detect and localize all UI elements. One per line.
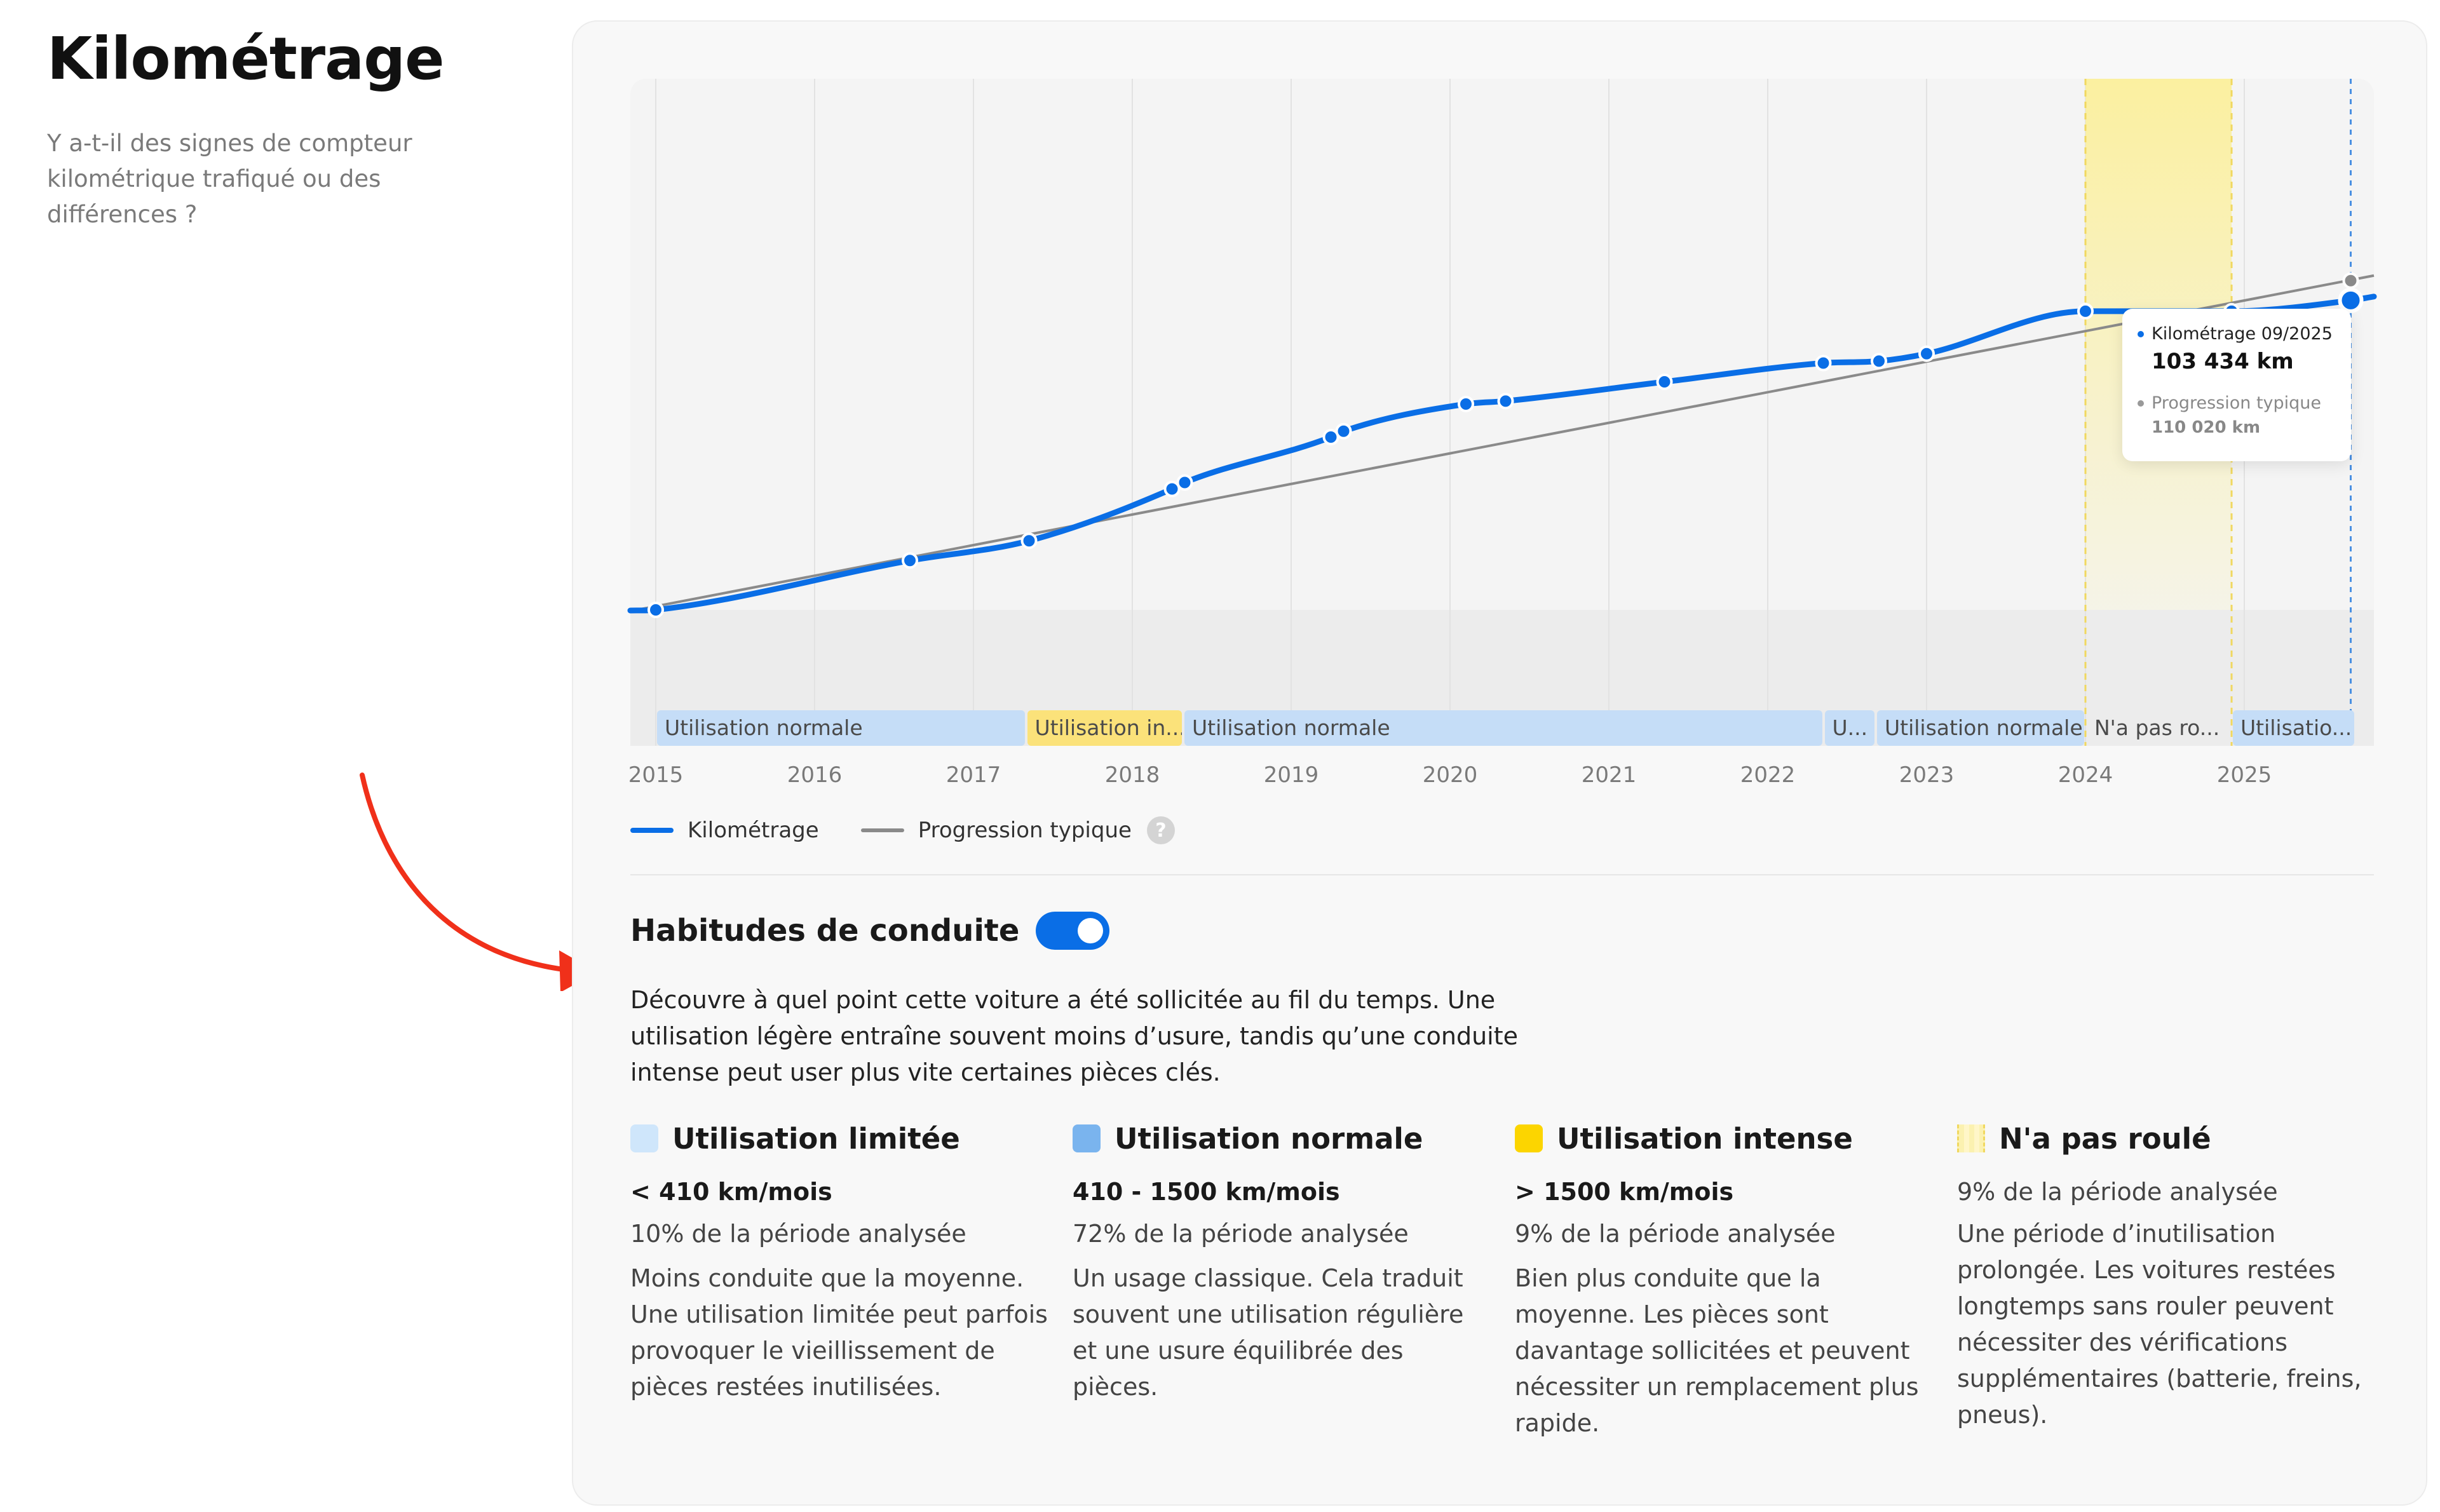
legend-typical-swatch [860, 828, 904, 832]
mileage-point [2077, 302, 2094, 320]
x-axis-year-label: 2021 [1581, 762, 1637, 788]
category-range: < 410 km/mois [630, 1178, 832, 1206]
tooltip-typical-label: Progression typique [2152, 393, 2322, 413]
chart-legend: Kilométrage Progression typique ? [630, 814, 1217, 846]
usage-segment-normal[interactable]: Utilisation normale [1877, 710, 2084, 746]
legend-mileage: Kilométrage [630, 818, 819, 843]
category-intense: Utilisation intense > 1500 km/mois 9% de… [1515, 1119, 1922, 1441]
toggle-knob [1078, 918, 1104, 943]
x-axis-year-label: 2019 [1263, 762, 1319, 788]
plot-background [630, 79, 2374, 746]
x-axis-year-label: 2020 [1422, 762, 1478, 788]
mileage-current-point [2338, 287, 2364, 313]
mileage-chart-svg[interactable] [627, 79, 2377, 746]
category-text: Bien plus conduite que la moyenne. Les p… [1515, 1264, 1919, 1437]
category-header: Utilisation normale [1073, 1119, 1492, 1158]
category-range: > 1500 km/mois [1515, 1178, 1734, 1206]
mileage-point [902, 552, 918, 569]
category-range: 410 - 1500 km/mois [1073, 1178, 1340, 1206]
tooltip-mileage-value: 103 434 km [2152, 349, 2294, 374]
category-limited: Utilisation limitée < 410 km/mois 10% de… [630, 1119, 1050, 1405]
x-axis-year-label: 2016 [787, 762, 843, 788]
page-title: Kilométrage [47, 25, 445, 93]
category-header: Utilisation limitée [630, 1119, 1050, 1158]
x-axis-year-label: 2015 [628, 762, 684, 788]
mileage-point [1163, 480, 1181, 497]
chart-tooltip: Kilométrage 09/2025 103 434 km Progressi… [2122, 309, 2351, 461]
mileage-point [1020, 532, 1038, 550]
x-axis-year-label: 2025 [2216, 762, 2272, 788]
limited-swatch-icon [630, 1124, 658, 1152]
mileage-point [1815, 354, 1832, 372]
mileage-point [1335, 422, 1352, 440]
usage-segment-normal[interactable]: Utilisatio... [2233, 710, 2354, 746]
mileage-point [647, 602, 664, 618]
category-share: 9% de la période analysée [1515, 1220, 1836, 1248]
category-text: Un usage classique. Cela traduit souvent… [1073, 1264, 1464, 1401]
tooltip-mileage-row: Kilométrage 09/2025 [2138, 324, 2336, 344]
x-axis-year-label: 2018 [1104, 762, 1160, 788]
annotation-arrow-icon [360, 773, 597, 991]
legend-typical-label: Progression typique [918, 818, 1132, 843]
x-axis-year-label: 2022 [1740, 762, 1796, 788]
mileage-point [1497, 393, 1514, 410]
page-subtitle: Y a-t-il des signes de compteur kilométr… [47, 130, 412, 228]
category-text: Une période d’inutilisation prolongée. L… [1957, 1220, 2362, 1429]
usage-segment-normal[interactable]: Utilisation normale [657, 710, 1025, 746]
driving-habits-header: Habitudes de conduite [630, 908, 1110, 953]
legend-mileage-swatch [630, 828, 674, 833]
legend-mileage-label: Kilométrage [688, 818, 819, 843]
mileage-chart[interactable] [627, 79, 2377, 746]
tooltip-typical-row: Progression typique [2138, 393, 2336, 413]
mileage-point [1918, 345, 1935, 362]
usage-segment-normal[interactable]: U... [1824, 710, 1874, 746]
driving-habits-title: Habitudes de conduite [630, 913, 1020, 948]
usage-segment-intense[interactable]: Utilisation in... [1027, 710, 1182, 746]
tooltip-typical-value: 110 020 km [2152, 418, 2261, 437]
mileage-point [1871, 353, 1887, 370]
category-text: Moins conduite que la moyenne. Une utili… [630, 1264, 1048, 1401]
x-axis-year-label: 2023 [1899, 762, 1955, 788]
tooltip-typical-dot-icon [2138, 400, 2144, 407]
legend-typical: Progression typique ? [860, 816, 1175, 844]
category-share: 9% de la période analysée [1957, 1178, 2278, 1206]
typical-progression-line [630, 274, 2375, 612]
no-roll-swatch-icon [1957, 1124, 1985, 1152]
category-title: N'a pas roulé [1999, 1121, 2211, 1156]
x-axis-year-label: 2017 [946, 762, 1001, 788]
category-title: Utilisation intense [1557, 1121, 1853, 1156]
typical-endpoint [2342, 272, 2359, 289]
category-share: 72% de la période analysée [1073, 1220, 1409, 1248]
usage-segment-noroll[interactable]: N'a pas ro... [2094, 715, 2220, 740]
mileage-point [1656, 374, 1673, 391]
tooltip-mileage-label: Kilométrage 09/2025 [2152, 324, 2333, 344]
help-icon[interactable]: ? [1146, 816, 1175, 844]
tooltip-mileage-dot-icon [2138, 330, 2144, 337]
section-divider [630, 874, 2374, 875]
intense-swatch-icon [1515, 1124, 1543, 1152]
x-axis-year-label: 2024 [2057, 762, 2113, 788]
usage-segment-normal[interactable]: Utilisation normale [1184, 710, 1822, 746]
category-no-roll: N'a pas roulé 9% de la période analysée … [1957, 1119, 2389, 1433]
mileage-point [1176, 474, 1193, 491]
driving-habits-description: Découvre à quel point cette voiture a ét… [630, 986, 1519, 1086]
left-column: Kilométrage Y a-t-il des signes de compt… [47, 24, 454, 233]
category-share: 10% de la période analysée [630, 1220, 966, 1248]
mileage-point [1458, 395, 1474, 412]
normal-swatch-icon [1073, 1124, 1101, 1152]
category-normal: Utilisation normale 410 - 1500 km/mois 7… [1073, 1119, 1492, 1405]
driving-habits-toggle[interactable] [1036, 912, 1110, 950]
category-header: N'a pas roulé [1957, 1119, 2389, 1158]
category-title: Utilisation normale [1115, 1121, 1423, 1156]
category-header: Utilisation intense [1515, 1119, 1922, 1158]
category-title: Utilisation limitée [672, 1121, 960, 1156]
